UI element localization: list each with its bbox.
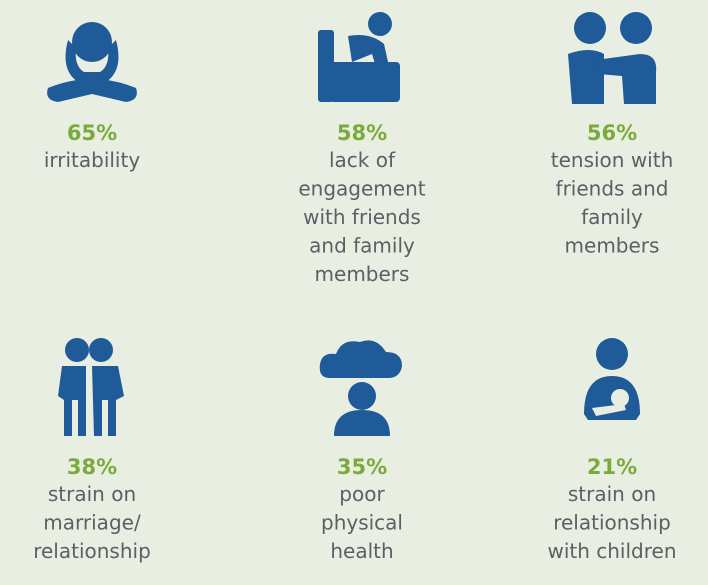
label-line: strain on: [568, 482, 656, 506]
label-line: members: [315, 262, 410, 286]
percent: 58%: [337, 121, 387, 145]
icon-tension: [568, 12, 657, 104]
label-line: relationship: [553, 511, 671, 535]
icon-marriage-strain: [58, 338, 124, 436]
label-line: with children: [547, 539, 676, 563]
label-line: and family: [309, 234, 415, 258]
label-line: strain on: [48, 482, 136, 506]
icon-children-strain: [584, 338, 640, 420]
percent: 35%: [337, 455, 387, 479]
label-line: members: [565, 234, 660, 258]
label-line: tension with: [551, 148, 674, 172]
label-line: with friends: [303, 205, 421, 229]
label-line: marriage/: [43, 511, 141, 535]
percent: 38%: [67, 455, 117, 479]
label-line: relationship: [33, 539, 151, 563]
percent: 21%: [587, 455, 637, 479]
label-line: irritability: [44, 148, 141, 172]
icon-irritability: [47, 22, 137, 102]
label-line: friends and: [556, 177, 669, 201]
percent: 56%: [587, 121, 637, 145]
icon-physical-health: [319, 340, 402, 436]
label-line: poor: [339, 482, 385, 506]
label-line: physical: [321, 511, 403, 535]
percent: 65%: [67, 121, 117, 145]
label-line: lack of: [329, 148, 396, 172]
label-line: health: [330, 539, 393, 563]
label-line: engagement: [298, 177, 425, 201]
label-line: family: [581, 205, 643, 229]
icon-disengagement: [318, 12, 400, 102]
